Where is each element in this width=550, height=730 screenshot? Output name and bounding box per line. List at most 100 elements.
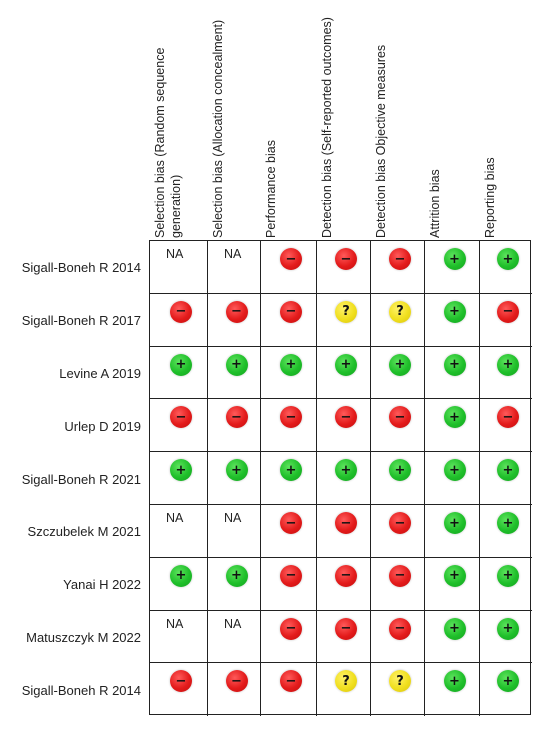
- grid-cell: −: [261, 241, 317, 294]
- high-risk-icon: −: [335, 512, 357, 534]
- column-header-label: Performance bias: [264, 140, 278, 238]
- grid-cell: +: [425, 241, 480, 294]
- grid-cell: ?: [371, 663, 425, 717]
- low-risk-icon: +: [497, 617, 519, 640]
- grid-cell: +: [480, 558, 532, 611]
- unclear-risk-icon: ?: [335, 300, 357, 323]
- grid-cell: +: [425, 293, 480, 347]
- high-risk-icon: −: [497, 406, 519, 429]
- study-label: Matuszczyk M 2022: [26, 630, 141, 645]
- grid-cell: +: [150, 452, 208, 505]
- study-label: Sigall-Boneh R 2014: [21, 260, 141, 276]
- low-risk-icon: +: [389, 353, 411, 376]
- grid-cell: −: [371, 557, 425, 611]
- low-risk-icon: +: [280, 459, 302, 482]
- column-header-5: Detection bias Objective measures: [372, 0, 424, 238]
- high-risk-icon: −: [280, 248, 302, 270]
- high-risk-icon: −: [280, 406, 302, 429]
- study-label: Szczubelek M 2021: [27, 524, 141, 540]
- grid-cell: −: [150, 293, 208, 347]
- grid-cell: −: [208, 293, 261, 347]
- grid-cell: NA: [150, 505, 208, 558]
- grid-cell: −: [150, 399, 208, 453]
- grid-cell: ?: [317, 663, 371, 717]
- grid-cell: −: [480, 399, 532, 453]
- grid-cell: +: [425, 346, 480, 400]
- high-risk-icon: −: [389, 406, 411, 429]
- grid-cell: +: [425, 505, 480, 558]
- column-header-4: Detection bias (Self-reported outcomes): [318, 0, 370, 238]
- grid-cell: −: [480, 294, 532, 347]
- high-risk-icon: −: [170, 300, 192, 323]
- unclear-risk-icon: ?: [389, 670, 411, 693]
- high-risk-icon: −: [280, 617, 302, 640]
- grid-cell: +: [480, 663, 532, 716]
- low-risk-icon: +: [225, 353, 248, 376]
- column-header-3: Performance bias: [262, 0, 314, 238]
- high-risk-icon: −: [335, 248, 357, 270]
- grid-cell: +: [480, 347, 532, 400]
- low-risk-icon: +: [443, 248, 466, 270]
- grid-cell: +: [425, 399, 480, 453]
- column-header-label: Detection bias (Self-reported outcomes): [320, 17, 334, 238]
- grid-cell: ?: [371, 293, 425, 347]
- column-header-1: Selection bias (Random sequence generati…: [151, 0, 203, 238]
- high-risk-icon: −: [170, 670, 192, 693]
- grid-cell: −: [317, 610, 371, 664]
- grid-cell: −: [317, 399, 371, 453]
- grid-cell: −: [371, 610, 425, 664]
- low-risk-icon: +: [335, 353, 357, 376]
- grid-cell: NA: [150, 610, 208, 664]
- high-risk-icon: −: [389, 248, 411, 270]
- high-risk-icon: −: [280, 670, 302, 693]
- low-risk-icon: +: [497, 670, 519, 693]
- grid-cell: +: [317, 452, 371, 505]
- column-header-label: Attrition bias: [428, 169, 442, 238]
- high-risk-icon: −: [335, 564, 357, 587]
- high-risk-icon: −: [225, 406, 248, 429]
- grid-cell: NA: [208, 610, 261, 664]
- na-label: NA: [166, 511, 184, 525]
- high-risk-icon: −: [225, 670, 248, 693]
- low-risk-icon: +: [497, 248, 519, 270]
- grid-cell: +: [208, 557, 261, 611]
- low-risk-icon: +: [443, 300, 466, 323]
- low-risk-icon: +: [443, 670, 466, 693]
- na-label: NA: [224, 511, 242, 525]
- unclear-risk-icon: ?: [335, 670, 357, 693]
- grid-cell: +: [425, 557, 480, 611]
- na-label: NA: [166, 616, 184, 631]
- grid-cell: +: [425, 663, 480, 717]
- low-risk-icon: +: [225, 459, 248, 482]
- grid-cell: −: [150, 663, 208, 717]
- grid-cell: +: [480, 611, 532, 664]
- grid-cell: +: [425, 610, 480, 664]
- low-risk-icon: +: [170, 353, 192, 376]
- grid-cell: −: [371, 505, 425, 558]
- study-label: Yanai H 2022: [63, 577, 141, 593]
- grid-cell: +: [261, 452, 317, 505]
- study-label: Sigall-Boneh R 2014: [21, 682, 141, 698]
- study-label: Sigall-Boneh R 2017: [21, 313, 141, 329]
- grid-cell: −: [371, 241, 425, 294]
- grid-cell: ?: [317, 293, 371, 347]
- high-risk-icon: −: [225, 300, 248, 323]
- na-label: NA: [166, 247, 184, 261]
- grid-cell: −: [261, 557, 317, 611]
- grid-cell: +: [150, 346, 208, 400]
- column-header-7: Reporting bias: [481, 0, 533, 238]
- low-risk-icon: +: [170, 459, 192, 482]
- high-risk-icon: −: [280, 300, 302, 323]
- high-risk-icon: −: [170, 406, 192, 429]
- grid-cell: +: [371, 346, 425, 400]
- low-risk-icon: +: [335, 459, 357, 482]
- high-risk-icon: −: [280, 512, 302, 534]
- low-risk-icon: +: [443, 512, 466, 534]
- high-risk-icon: −: [335, 406, 357, 429]
- study-label: Sigall-Boneh R 2021: [21, 471, 141, 487]
- column-header-label: Reporting bias: [483, 157, 497, 238]
- low-risk-icon: +: [443, 459, 466, 482]
- low-risk-icon: +: [443, 353, 466, 376]
- grid-cell: −: [261, 399, 317, 453]
- high-risk-icon: −: [389, 564, 411, 587]
